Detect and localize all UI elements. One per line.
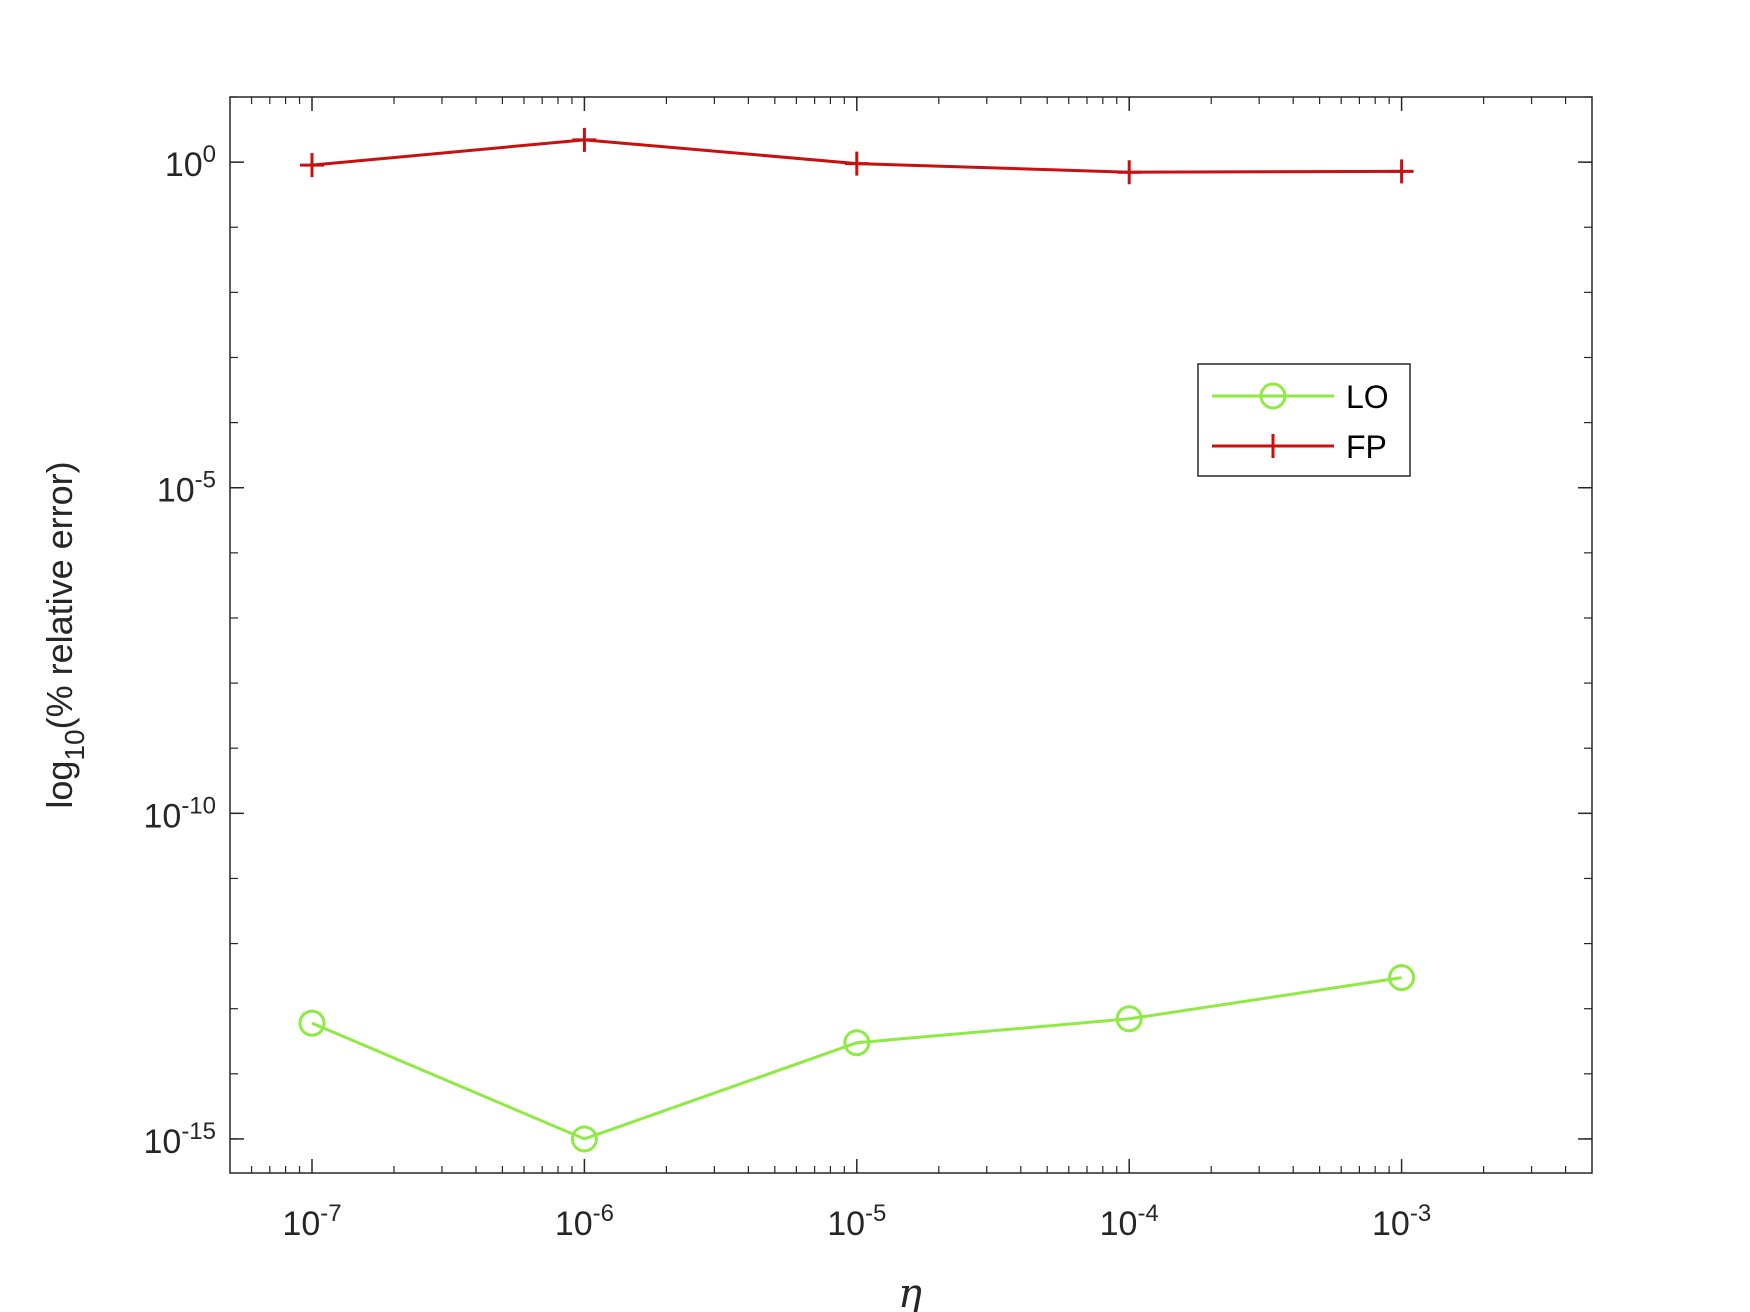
data-point-fp xyxy=(572,127,597,152)
y-tick-label: 10-15 xyxy=(143,1118,216,1161)
data-point-lo xyxy=(843,1029,871,1057)
y-tick-label: 10-10 xyxy=(143,792,216,835)
legend-marker-fp xyxy=(1261,434,1285,458)
x-tick-label: 10-7 xyxy=(282,1200,341,1243)
legend-label-fp: FP xyxy=(1346,429,1387,465)
minor-ticks xyxy=(230,96,1592,1173)
series-layer xyxy=(298,127,1416,1153)
y-axis-title-prefix: log xyxy=(39,761,80,809)
x-tick-label: 10-5 xyxy=(827,1200,886,1243)
x-tick-label: 10-6 xyxy=(555,1200,614,1243)
major-ticks xyxy=(230,97,1592,1173)
plot-area xyxy=(230,97,1592,1173)
plot-frame xyxy=(229,96,1593,1174)
y-tick-label: 10-5 xyxy=(157,467,216,510)
data-point-lo xyxy=(298,1009,326,1037)
data-point-fp xyxy=(844,151,869,176)
legend-box xyxy=(1197,363,1411,477)
y-axis-title: log10(% relative error) xyxy=(39,461,90,808)
x-tick-label: 10-4 xyxy=(1100,1200,1159,1243)
y-tick-label: 100 xyxy=(165,141,216,184)
x-tick-label: 10-3 xyxy=(1372,1200,1431,1243)
series-line-lo xyxy=(311,976,1402,1141)
x-axis-title: η xyxy=(898,1271,922,1312)
data-point-fp xyxy=(300,153,325,178)
y-tick-labels: 100 10-5 10-10 10-15 xyxy=(143,141,216,1161)
data-point-lo xyxy=(1388,964,1416,992)
legend-label-lo: LO xyxy=(1346,379,1389,415)
y-axis-title-sub: 10 xyxy=(59,729,90,760)
legend: LO FP xyxy=(1197,363,1411,477)
data-point-lo xyxy=(570,1125,598,1153)
data-point-fp xyxy=(1389,159,1414,184)
data-point-fp xyxy=(1117,160,1142,185)
x-tick-labels: 10-7 10-6 10-5 10-4 10-3 xyxy=(282,1200,1431,1243)
legend-marker-lo xyxy=(1259,382,1287,410)
y-axis-title-suffix: (% relative error) xyxy=(39,461,80,729)
data-point-lo xyxy=(1115,1005,1143,1033)
